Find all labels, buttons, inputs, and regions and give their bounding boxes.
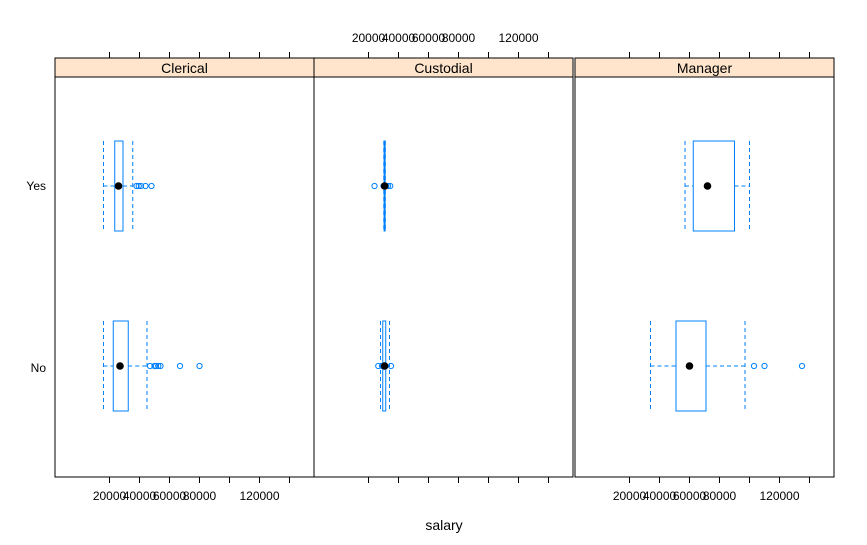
- strip-label-custodial: Custodial: [414, 60, 472, 76]
- box-custodial-yes: [371, 140, 394, 232]
- x-tick-label-top: 20000: [352, 31, 386, 45]
- box-iqr: [692, 140, 735, 232]
- outlier-point: [152, 362, 160, 370]
- x-axis-title: salary: [425, 517, 462, 533]
- x-tick-label-top: 120000: [498, 31, 538, 45]
- x-tick-label-bottom: 60000: [673, 489, 707, 503]
- x-tick-label-bottom: 80000: [703, 489, 737, 503]
- box-clerical-yes: [103, 140, 155, 232]
- box-manager-no: [650, 320, 806, 412]
- x-tick-label-bottom: 20000: [93, 489, 127, 503]
- box-iqr: [112, 320, 129, 412]
- x-tick-label-bottom: 120000: [239, 489, 279, 503]
- panel-frame-clerical: [54, 76, 315, 478]
- median-point: [703, 182, 712, 190]
- box-iqr: [675, 320, 707, 412]
- outlier-point: [798, 362, 806, 370]
- outlier-point: [133, 182, 140, 190]
- box-manager-yes: [684, 140, 750, 232]
- median-point: [380, 362, 389, 370]
- x-tick-label-top: 40000: [382, 31, 416, 45]
- outlier-point: [761, 362, 768, 370]
- outlier-point: [196, 362, 203, 370]
- outlier-point: [146, 362, 154, 370]
- x-tick-label-bottom: 20000: [613, 489, 647, 503]
- strip-label-clerical: Clerical: [161, 60, 208, 76]
- x-tick-label-bottom: 60000: [153, 489, 187, 503]
- outlier-point: [155, 362, 162, 370]
- outlier-point: [137, 182, 145, 190]
- outlier-point: [142, 182, 149, 190]
- median-point: [116, 362, 124, 370]
- strip-label-manager: Manager: [677, 60, 733, 76]
- y-label-yes: Yes: [26, 179, 46, 193]
- x-tick-label-bottom: 120000: [759, 489, 799, 503]
- panel-frame-custodial: [313, 76, 574, 478]
- outlier-point: [176, 362, 184, 370]
- x-tick-label-bottom: 40000: [123, 489, 157, 503]
- box-custodial-no: [375, 320, 395, 412]
- median-point: [114, 182, 123, 190]
- x-tick-label-top: 60000: [412, 31, 446, 45]
- box-clerical-no: [103, 320, 203, 412]
- x-tick-label-top: 80000: [442, 31, 476, 45]
- y-label-no: No: [31, 361, 47, 375]
- outlier-point: [157, 362, 164, 370]
- outlier-point: [148, 182, 155, 190]
- x-tick-label-bottom: 80000: [183, 489, 217, 503]
- outlier-point: [371, 182, 378, 190]
- x-tick-label-bottom: 40000: [643, 489, 677, 503]
- outlier-point: [135, 182, 142, 190]
- median-point: [685, 362, 694, 370]
- y-axis-labels: Yes No: [26, 179, 46, 375]
- outlier-point: [750, 362, 758, 370]
- median-point: [380, 182, 389, 190]
- panel-frame-manager: [574, 76, 835, 478]
